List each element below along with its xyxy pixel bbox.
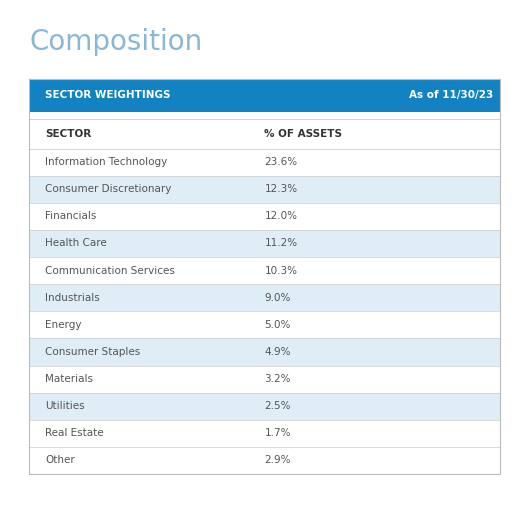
Text: 2.9%: 2.9% <box>264 455 291 465</box>
Text: Industrials: Industrials <box>45 293 99 303</box>
Text: Information Technology: Information Technology <box>45 157 167 167</box>
Text: 4.9%: 4.9% <box>264 347 291 357</box>
Text: 11.2%: 11.2% <box>264 238 298 248</box>
FancyBboxPatch shape <box>29 79 500 112</box>
FancyBboxPatch shape <box>29 203 500 230</box>
FancyBboxPatch shape <box>29 447 500 474</box>
Text: Health Care: Health Care <box>45 238 107 248</box>
FancyBboxPatch shape <box>29 392 500 420</box>
Text: 2.5%: 2.5% <box>264 401 291 411</box>
Text: Real Estate: Real Estate <box>45 428 104 439</box>
FancyBboxPatch shape <box>29 284 500 311</box>
FancyBboxPatch shape <box>29 257 500 284</box>
Text: Energy: Energy <box>45 320 81 330</box>
FancyBboxPatch shape <box>29 311 500 339</box>
Text: Financials: Financials <box>45 211 96 222</box>
FancyBboxPatch shape <box>29 420 500 447</box>
Text: SECTOR WEIGHTINGS: SECTOR WEIGHTINGS <box>45 90 170 100</box>
Text: 9.0%: 9.0% <box>264 293 291 303</box>
Text: % OF ASSETS: % OF ASSETS <box>264 129 342 139</box>
Text: Utilities: Utilities <box>45 401 85 411</box>
Text: Communication Services: Communication Services <box>45 266 175 276</box>
Text: 12.3%: 12.3% <box>264 184 298 194</box>
Text: 1.7%: 1.7% <box>264 428 291 439</box>
Text: Composition: Composition <box>29 28 203 56</box>
Text: As of 11/30/23: As of 11/30/23 <box>409 90 494 100</box>
Text: 5.0%: 5.0% <box>264 320 291 330</box>
Text: 12.0%: 12.0% <box>264 211 297 222</box>
Text: SECTOR: SECTOR <box>45 129 91 139</box>
FancyBboxPatch shape <box>29 339 500 366</box>
Text: Other: Other <box>45 455 75 465</box>
FancyBboxPatch shape <box>29 149 500 175</box>
Text: Materials: Materials <box>45 374 93 384</box>
Text: Consumer Discretionary: Consumer Discretionary <box>45 184 171 194</box>
FancyBboxPatch shape <box>29 366 500 392</box>
Text: 10.3%: 10.3% <box>264 266 297 276</box>
Text: Consumer Staples: Consumer Staples <box>45 347 140 357</box>
FancyBboxPatch shape <box>29 230 500 257</box>
Text: 3.2%: 3.2% <box>264 374 291 384</box>
FancyBboxPatch shape <box>29 175 500 203</box>
Text: 23.6%: 23.6% <box>264 157 298 167</box>
